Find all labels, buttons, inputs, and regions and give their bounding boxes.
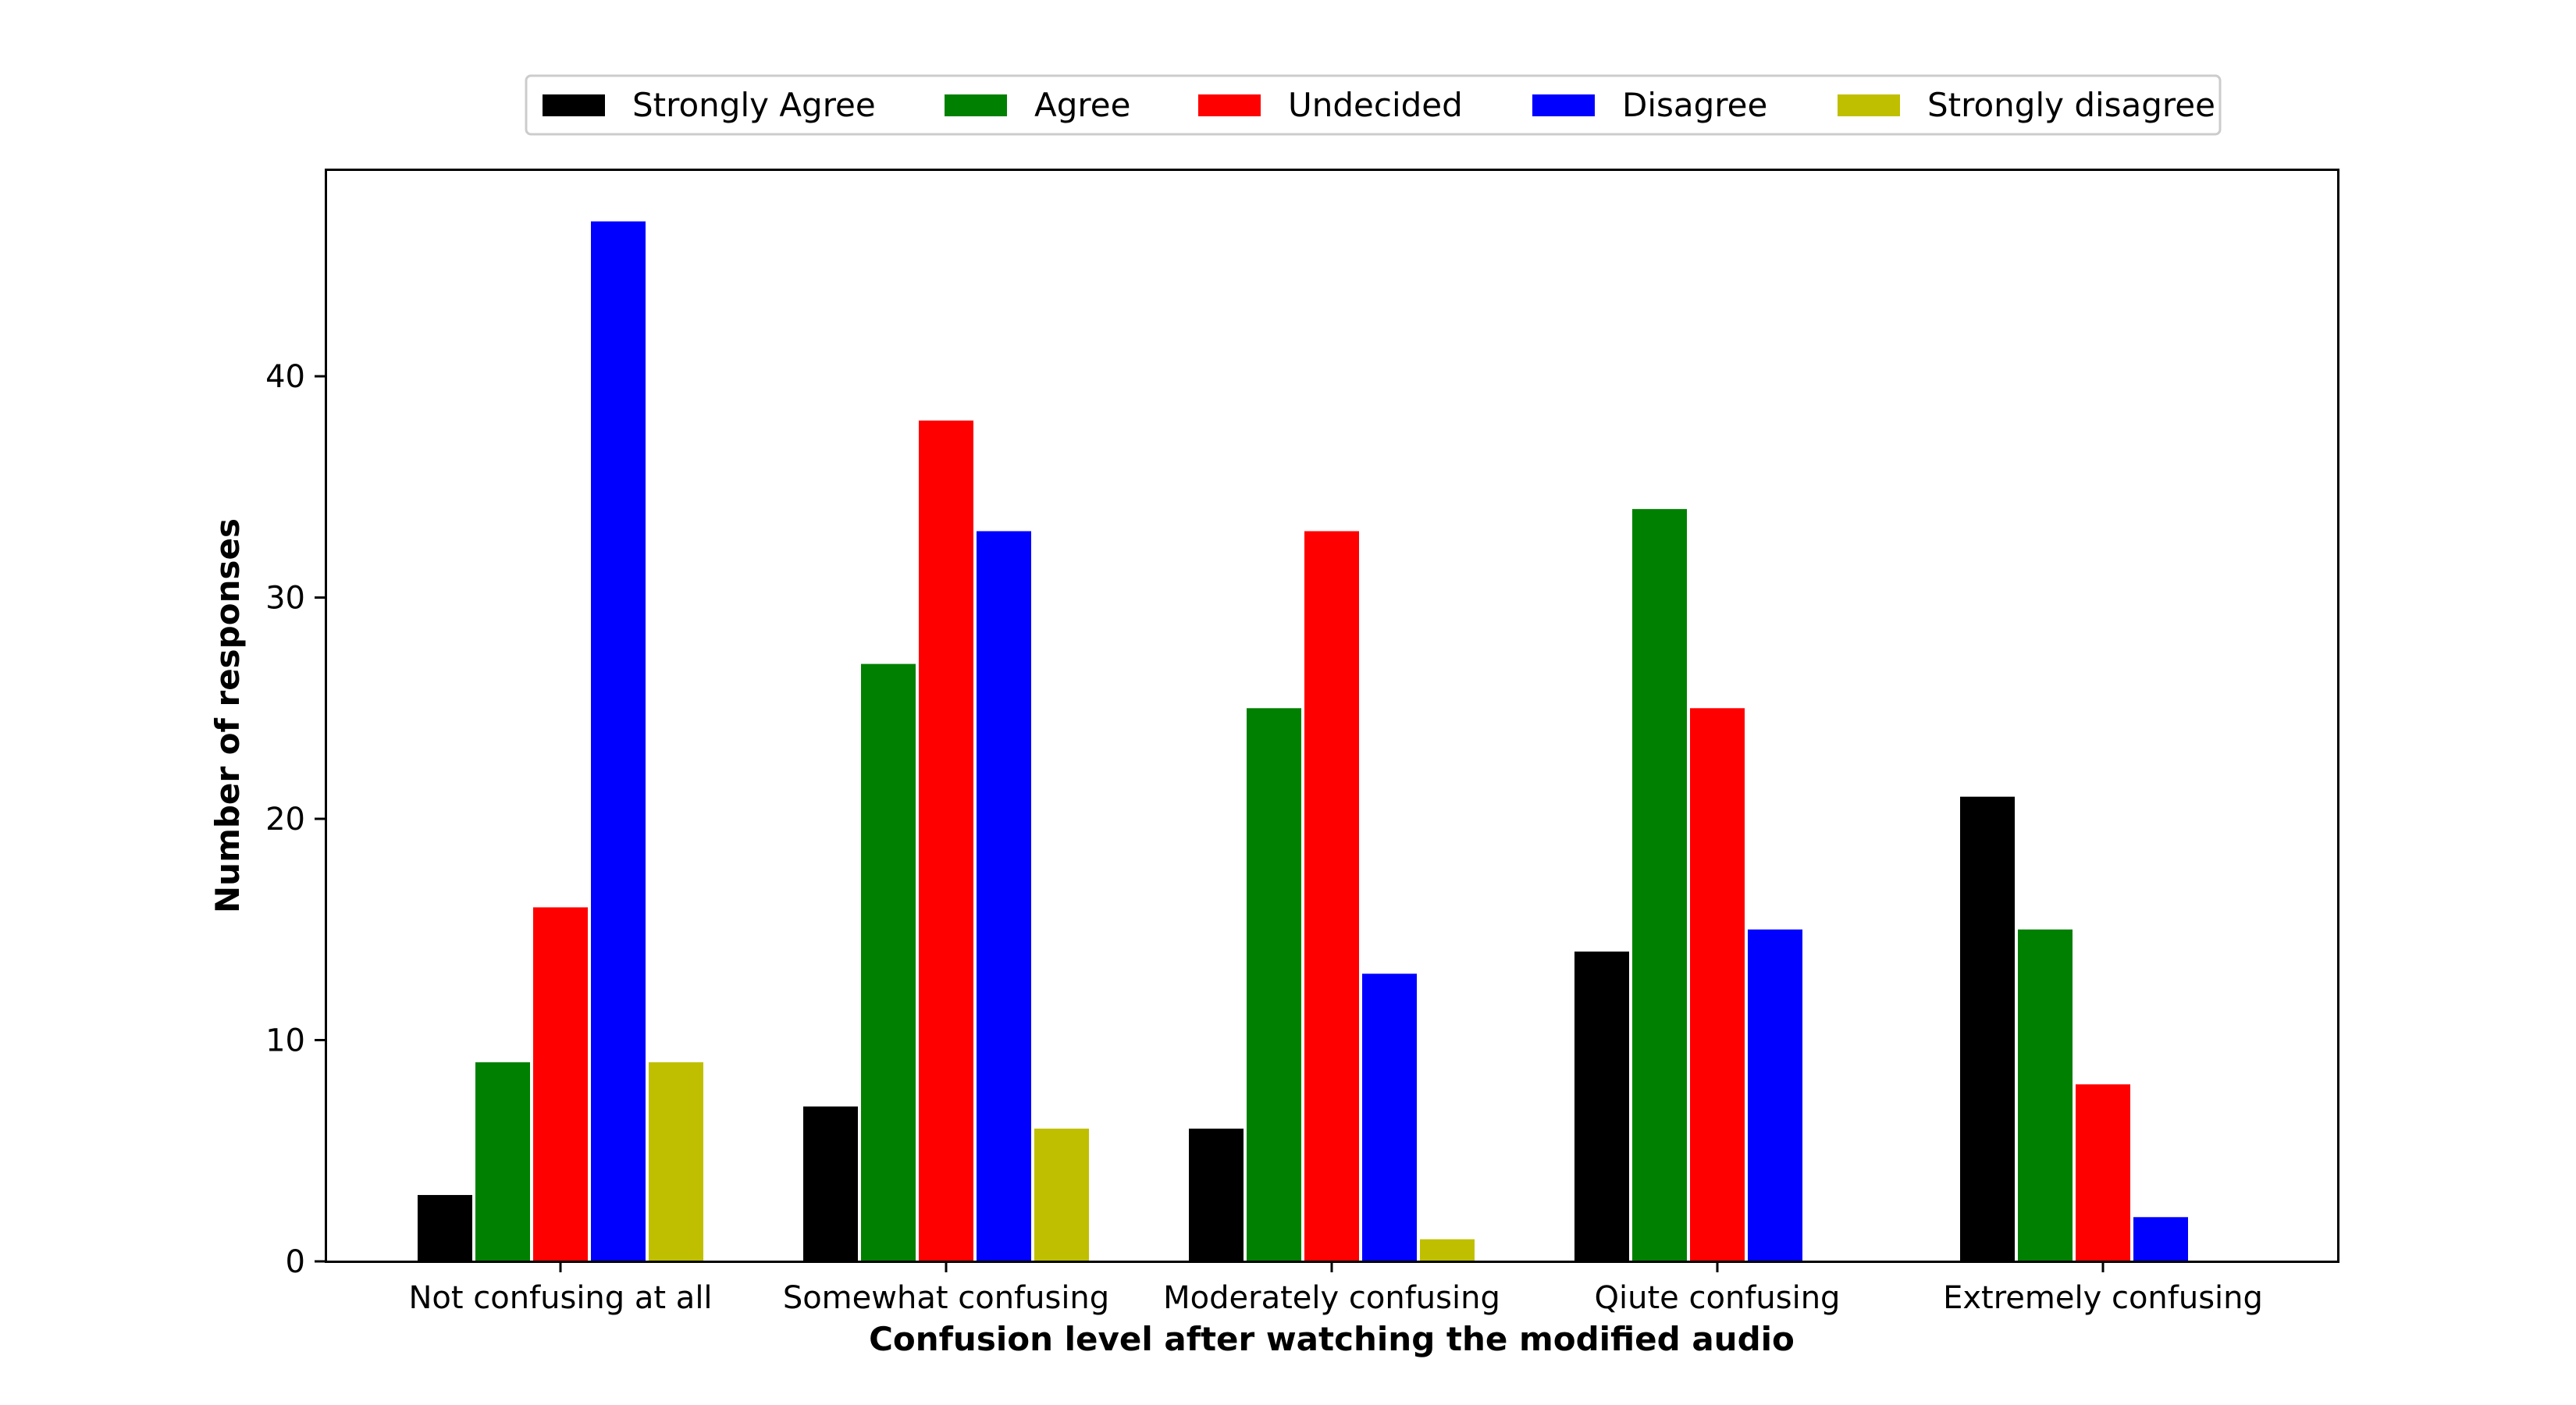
bar-strongly-disagree-0 [649,1062,703,1261]
y-axis-title: Number of responses [208,518,247,913]
legend: Strongly Agree Agree Undecided Disagree Stro… [525,74,2222,136]
legend-label-strongly-disagree: Strongly disagree [1927,86,2215,124]
x-tick-label: Extremely confusing [1943,1280,2263,1316]
legend-frame [525,74,2222,136]
legend-swatch-disagree [1532,94,1595,116]
legend-label-disagree: Disagree [1622,86,1767,124]
bar-agree-1 [861,663,916,1261]
bar-agree-3 [1632,509,1687,1261]
bar-undecided-2 [1304,531,1359,1261]
bar-disagree-4 [2133,1217,2188,1261]
y-tick-label: 40 [265,359,305,395]
bar-undecided-3 [1690,708,1745,1261]
y-tick-label: 30 [265,581,305,617]
x-axis: Not confusing at all Somewhat confusing Mo… [408,1261,2263,1316]
bar-strongly-agree-2 [1189,1128,1244,1261]
bar-strongly-disagree-2 [1420,1239,1475,1261]
bar-disagree-0 [591,221,646,1262]
bar-strongly-disagree-1 [1034,1128,1089,1261]
bar-disagree-1 [977,531,1031,1261]
bar-undecided-4 [2076,1084,2130,1261]
bar-strongly-agree-0 [418,1194,472,1261]
bar-disagree-2 [1362,973,1417,1261]
legend-swatch-strongly-agree [543,94,605,116]
bars-layer [418,221,2188,1262]
x-tick-label: Not confusing at all [408,1280,712,1316]
legend-swatch-strongly-disagree [1838,94,1900,116]
bar-strongly-agree-4 [1960,796,2015,1261]
legend-label-strongly-agree: Strongly Agree [632,86,876,124]
y-tick-label: 10 [265,1023,305,1059]
y-tick-label: 0 [286,1244,305,1280]
bar-agree-2 [1247,708,1301,1261]
legend-label-agree: Agree [1034,86,1130,124]
y-axis: 0 10 20 30 40 [265,359,326,1280]
legend-swatch-undecided [1198,94,1261,116]
x-tick-label: Moderately confusing [1163,1280,1500,1316]
legend-label-undecided: Undecided [1288,86,1463,124]
bar-strongly-agree-3 [1574,951,1629,1261]
x-tick-label: Qiute confusing [1595,1280,1841,1316]
x-axis-title: Confusion level after watching the modif… [869,1320,1795,1358]
bar-undecided-0 [533,907,588,1261]
bar-undecided-1 [919,420,973,1261]
legend-swatch-agree [945,94,1007,116]
bar-strongly-agree-1 [803,1106,858,1261]
bar-agree-0 [475,1062,530,1261]
bar-agree-4 [2018,929,2073,1261]
bar-disagree-3 [1748,929,1802,1261]
y-tick-label: 20 [265,802,305,838]
x-tick-label: Somewhat confusing [783,1280,1109,1316]
